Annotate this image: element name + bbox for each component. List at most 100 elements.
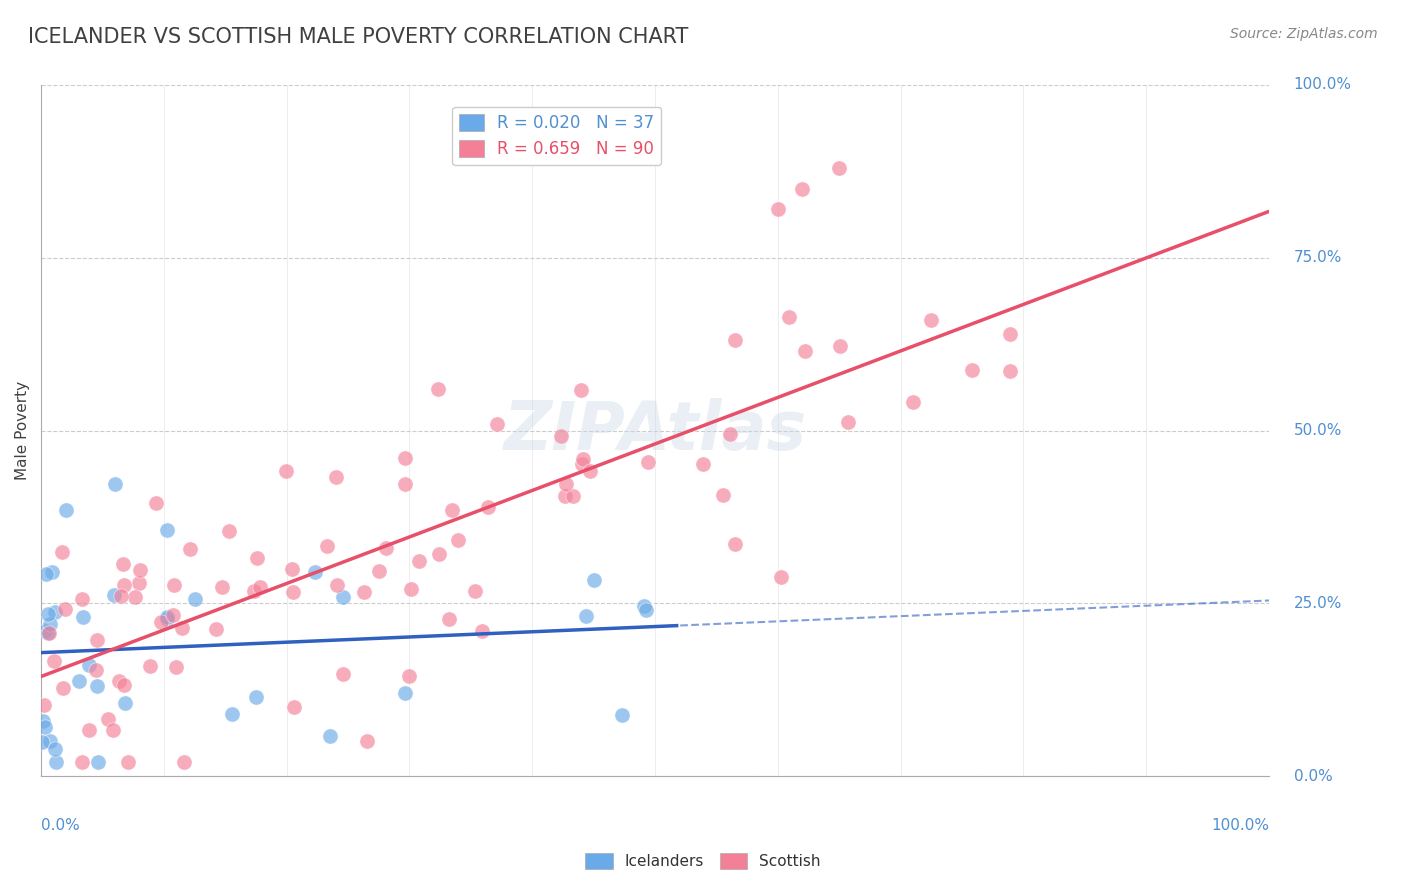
Point [156, 523, 179, 537]
Text: ICELANDER VS SCOTTISH MALE POVERTY CORRELATION CHART: ICELANDER VS SCOTTISH MALE POVERTY CORRE… [28, 27, 689, 46]
Point [332, 591, 354, 605]
Point [636, 603, 658, 617]
Point [114, 697, 136, 711]
Point [124, 591, 146, 605]
Point [637, 454, 659, 468]
Point [612, 708, 634, 723]
Point [52, 681, 75, 695]
Point [394, 477, 416, 491]
Point [828, 161, 851, 175]
Point [86, 632, 108, 647]
Point [578, 464, 600, 478]
Point [427, 382, 450, 396]
Point [51, 544, 73, 558]
Point [281, 562, 304, 576]
Point [582, 574, 605, 588]
Text: 0.0%: 0.0% [1294, 769, 1333, 784]
Point [711, 488, 734, 502]
Point [39, 734, 62, 748]
Point [128, 575, 150, 590]
Text: 0.0%: 0.0% [41, 818, 80, 832]
Point [34, 698, 56, 712]
Point [243, 584, 266, 599]
Point [112, 557, 135, 571]
Point [53, 602, 76, 616]
Point [555, 477, 578, 491]
Point [155, 612, 177, 626]
Point [246, 550, 269, 565]
Point [792, 181, 814, 195]
Point [34, 624, 56, 638]
Point [31, 714, 53, 729]
Point [437, 611, 460, 625]
Text: 25.0%: 25.0% [1294, 596, 1341, 611]
Point [394, 450, 416, 465]
Point [353, 584, 375, 599]
Point [427, 547, 450, 561]
Point [34, 720, 56, 734]
Point [901, 395, 924, 409]
Point [149, 615, 172, 630]
Point [72, 610, 94, 624]
Point [110, 589, 132, 603]
Point [998, 326, 1021, 341]
Point [561, 489, 583, 503]
Point [173, 756, 195, 770]
Point [399, 582, 422, 597]
Point [211, 581, 233, 595]
Point [163, 577, 186, 591]
Point [55, 503, 77, 517]
Point [486, 417, 509, 431]
Point [31, 735, 53, 749]
Point [139, 658, 162, 673]
Point [170, 620, 193, 634]
Point [304, 565, 326, 579]
Point [72, 756, 94, 770]
Point [117, 756, 139, 770]
Point [960, 363, 983, 377]
Point [724, 334, 747, 348]
Y-axis label: Male Poverty: Male Poverty [15, 381, 30, 480]
Point [67, 673, 90, 688]
Point [571, 457, 593, 471]
Text: ZIPAtlas: ZIPAtlas [503, 398, 807, 464]
Point [37, 626, 59, 640]
Point [394, 686, 416, 700]
Point [245, 690, 267, 704]
Point [1000, 364, 1022, 378]
Point [325, 470, 347, 484]
Point [464, 583, 486, 598]
Text: 75.0%: 75.0% [1294, 251, 1341, 265]
Point [471, 624, 494, 638]
Legend: R = 0.020   N = 37, R = 0.659   N = 90: R = 0.020 N = 37, R = 0.659 N = 90 [453, 107, 661, 165]
Point [408, 553, 430, 567]
Point [572, 452, 595, 467]
Point [633, 599, 655, 613]
Point [165, 660, 187, 674]
Point [274, 464, 297, 478]
Point [101, 723, 124, 737]
Point [793, 344, 815, 359]
Point [129, 563, 152, 577]
Text: Source: ZipAtlas.com: Source: ZipAtlas.com [1230, 27, 1378, 41]
Point [37, 607, 59, 622]
Point [477, 500, 499, 515]
Point [554, 489, 576, 503]
Point [41, 565, 63, 579]
Point [104, 476, 127, 491]
Point [718, 426, 741, 441]
Point [770, 570, 793, 584]
Point [221, 706, 243, 721]
Point [112, 577, 135, 591]
Point [367, 564, 389, 578]
Point [374, 541, 396, 555]
Point [44, 741, 66, 756]
Point [114, 678, 136, 692]
Point [184, 591, 207, 606]
Point [35, 566, 58, 581]
Point [87, 756, 110, 770]
Point [766, 202, 789, 217]
Point [205, 623, 228, 637]
Point [440, 503, 463, 517]
Point [156, 610, 179, 624]
